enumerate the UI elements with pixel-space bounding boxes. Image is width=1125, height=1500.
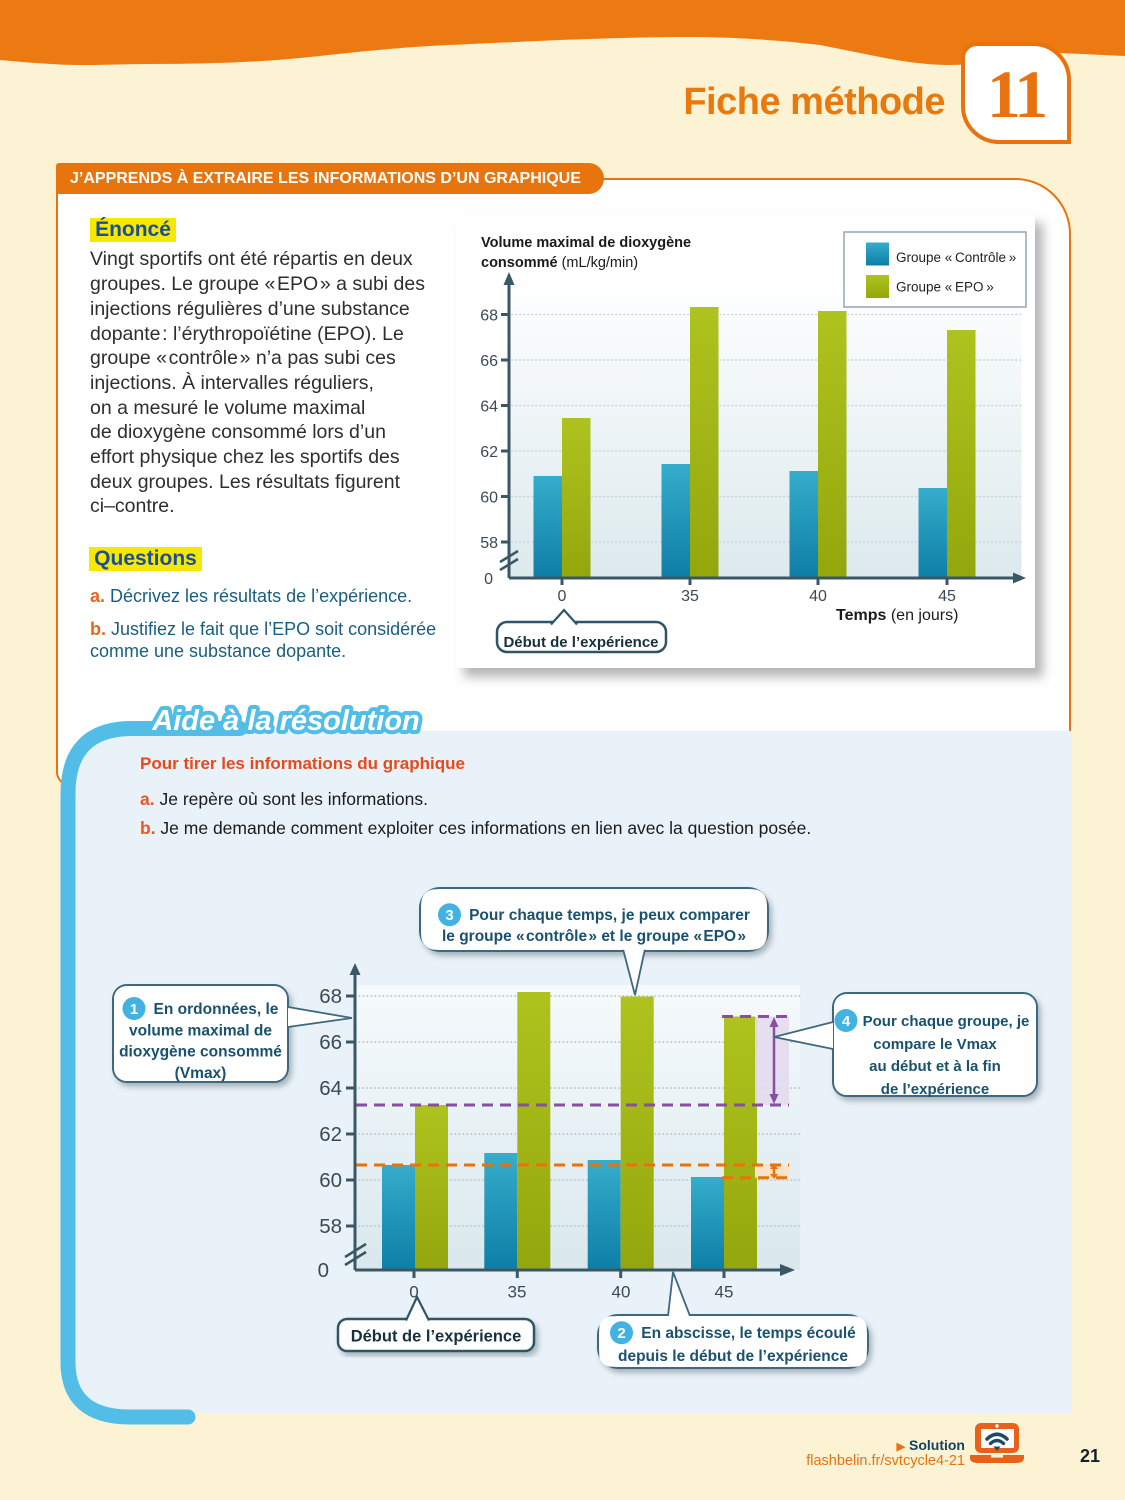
svg-text:60: 60: [319, 1169, 342, 1192]
svg-text:Début de l’expérience: Début de l’expérience: [503, 634, 658, 651]
svg-text:45: 45: [938, 588, 956, 605]
svg-text:35: 35: [681, 588, 699, 605]
svg-text:Début de l’expérience: Début de l’expérience: [351, 1328, 522, 1346]
svg-text:64: 64: [480, 398, 498, 415]
svg-text:(Vmax): (Vmax): [175, 1065, 227, 1082]
svg-text:Groupe « EPO »: Groupe « EPO »: [896, 280, 994, 295]
svg-text:le groupe « contrôle » et le g: le groupe « contrôle » et le groupe « EP…: [442, 928, 746, 945]
svg-text:Pour chaque temps, je peux com: Pour chaque temps, je peux comparer: [469, 907, 750, 924]
svg-text:68: 68: [319, 985, 342, 1008]
svg-text:dioxygène consommé: dioxygène consommé: [119, 1044, 282, 1061]
svg-text:62: 62: [319, 1123, 342, 1146]
svg-text:Groupe « Contrôle »: Groupe « Contrôle »: [896, 250, 1016, 265]
svg-text:En abscisse, le temps écoulé: En abscisse, le temps écoulé: [641, 1325, 856, 1342]
svg-text:2: 2: [617, 1325, 625, 1342]
svg-text:0: 0: [409, 1283, 418, 1302]
svg-text:58: 58: [319, 1215, 342, 1238]
svg-text:0: 0: [318, 1259, 329, 1282]
svg-text:consommé (mL/kg/min): consommé (mL/kg/min): [481, 255, 638, 271]
svg-text:45: 45: [715, 1283, 734, 1302]
svg-text:66: 66: [319, 1031, 342, 1054]
svg-text:Aide à la résolution: Aide à la résolution: [151, 705, 420, 737]
svg-text:au début et à la fin: au début et à la fin: [869, 1058, 1001, 1075]
svg-text:40: 40: [612, 1283, 631, 1302]
svg-text:64: 64: [319, 1077, 342, 1100]
svg-text:Volume maximal de dioxygène: Volume maximal de dioxygène: [481, 235, 691, 251]
svg-text:0: 0: [558, 588, 567, 605]
svg-text:de l’expérience: de l’expérience: [881, 1081, 989, 1098]
svg-text:58: 58: [480, 535, 498, 552]
svg-text:3: 3: [445, 907, 453, 924]
svg-text:68: 68: [480, 307, 498, 324]
svg-text:66: 66: [480, 353, 498, 370]
svg-text:1: 1: [130, 1001, 138, 1018]
svg-text:4: 4: [842, 1013, 851, 1030]
svg-text:60: 60: [480, 489, 498, 506]
svg-text:En ordonnées, le: En ordonnées, le: [154, 1001, 279, 1018]
svg-text:0: 0: [484, 571, 493, 588]
svg-text:Temps (en jours): Temps (en jours): [836, 607, 958, 624]
svg-text:depuis le début de l’expérienc: depuis le début de l’expérience: [618, 1348, 848, 1365]
svg-text:62: 62: [480, 444, 498, 461]
svg-text:40: 40: [809, 588, 827, 605]
svg-text:volume maximal de: volume maximal de: [129, 1022, 272, 1039]
svg-text:compare le Vmax: compare le Vmax: [873, 1036, 997, 1053]
svg-text:35: 35: [508, 1283, 527, 1302]
svg-text:Pour chaque groupe, je: Pour chaque groupe, je: [863, 1013, 1030, 1030]
